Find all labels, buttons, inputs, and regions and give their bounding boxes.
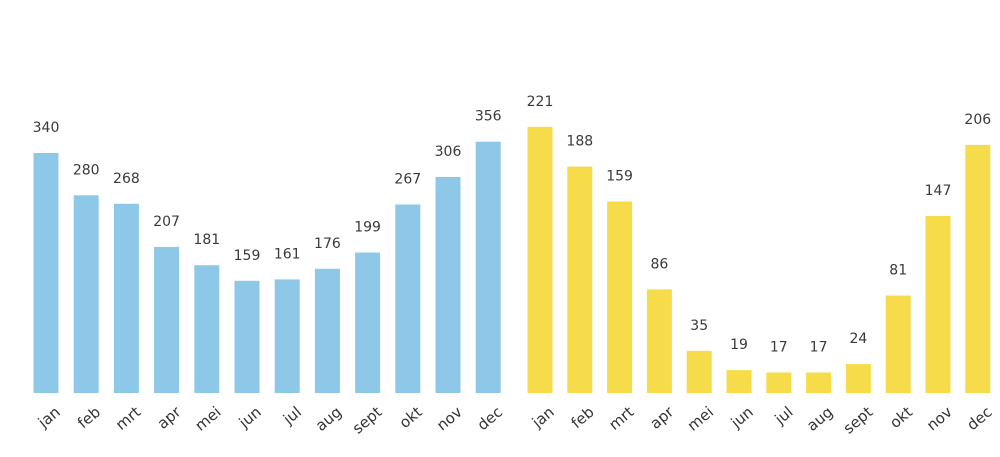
bar-aug — [806, 372, 832, 393]
bar-feb — [567, 166, 593, 393]
value-label-apr: 207 — [153, 214, 180, 230]
value-label-nov: 306 — [435, 144, 462, 160]
bar-jun — [234, 280, 260, 393]
bar-sept — [845, 364, 871, 393]
bar-jan — [33, 153, 59, 393]
bar-apr — [646, 289, 672, 393]
bar-apr — [154, 246, 180, 393]
value-label-jul: 17 — [770, 340, 788, 356]
bar-dec — [475, 141, 501, 393]
tick-label-dec: dec — [474, 403, 506, 434]
value-label-mei: 35 — [690, 318, 708, 334]
bar-okt — [885, 295, 911, 393]
tick-label-sept: sept — [349, 403, 386, 438]
tick-label-dec: dec — [963, 403, 995, 434]
tick-label-mrt: mrt — [112, 403, 144, 434]
tick-label-jan: jan — [528, 403, 558, 432]
tick-label-apr: apr — [154, 402, 185, 432]
tick-label-jun: jun — [235, 403, 265, 432]
value-label-sept: 199 — [354, 220, 381, 236]
bar-dec — [965, 144, 991, 393]
value-label-aug: 176 — [314, 236, 341, 252]
value-label-dec: 206 — [964, 112, 991, 128]
tick-label-mrt: mrt — [605, 403, 637, 434]
tick-label-aug: aug — [312, 403, 345, 435]
tick-label-feb: feb — [568, 403, 598, 432]
value-label-jan: 221 — [527, 94, 554, 110]
value-label-dec: 356 — [475, 109, 502, 125]
value-label-aug: 17 — [810, 340, 828, 356]
value-label-jun: 159 — [234, 248, 261, 264]
tick-label-nov: nov — [923, 403, 956, 435]
bar-jul — [766, 372, 792, 393]
value-label-feb: 188 — [566, 134, 593, 150]
tick-label-aug: aug — [803, 403, 836, 435]
value-label-jan: 340 — [33, 120, 60, 136]
bar-sept — [355, 252, 381, 393]
value-label-nov: 147 — [925, 183, 952, 199]
bar-mei — [686, 350, 712, 393]
tick-label-jul: jul — [279, 403, 305, 429]
bar-jan — [527, 126, 553, 394]
value-label-sept: 24 — [849, 331, 867, 347]
tick-label-sept: sept — [840, 403, 877, 438]
value-label-mrt: 159 — [606, 169, 633, 185]
value-label-feb: 280 — [73, 162, 100, 178]
value-label-apr: 86 — [650, 256, 668, 272]
chart-2: 221 jan 188 feb 159 mrt 86 apr 35 mei 19 jun 17 jul 17… — [527, 94, 996, 438]
value-label-jul: 161 — [274, 246, 301, 262]
tick-label-mei: mei — [684, 403, 717, 435]
tick-label-okt: okt — [396, 403, 426, 432]
value-label-jun: 19 — [730, 337, 748, 353]
bar-mrt — [113, 203, 139, 393]
bar-aug — [314, 268, 340, 393]
bar-okt — [395, 204, 421, 393]
value-label-mei: 181 — [193, 232, 220, 248]
tick-label-okt: okt — [886, 403, 916, 432]
value-label-okt: 81 — [889, 263, 907, 279]
tick-label-mei: mei — [192, 403, 225, 435]
tick-label-jun: jun — [727, 403, 757, 432]
bar-jul — [274, 279, 300, 393]
tick-label-jan: jan — [34, 403, 64, 432]
bar-jun — [726, 370, 752, 393]
bar-nov — [435, 177, 461, 393]
bar-mei — [194, 265, 220, 393]
chart-1: 340 jan 280 feb 268 mrt 207 apr 181 mei 159 jun 161 j… — [33, 109, 506, 438]
tick-label-apr: apr — [647, 402, 678, 432]
bar-feb — [73, 195, 99, 393]
value-label-okt: 267 — [394, 172, 421, 188]
bar-nov — [925, 216, 951, 393]
tick-label-feb: feb — [74, 403, 104, 432]
bar-mrt — [607, 201, 633, 393]
tick-label-nov: nov — [433, 403, 466, 435]
tick-label-jul: jul — [771, 403, 797, 429]
value-label-mrt: 268 — [113, 171, 140, 187]
